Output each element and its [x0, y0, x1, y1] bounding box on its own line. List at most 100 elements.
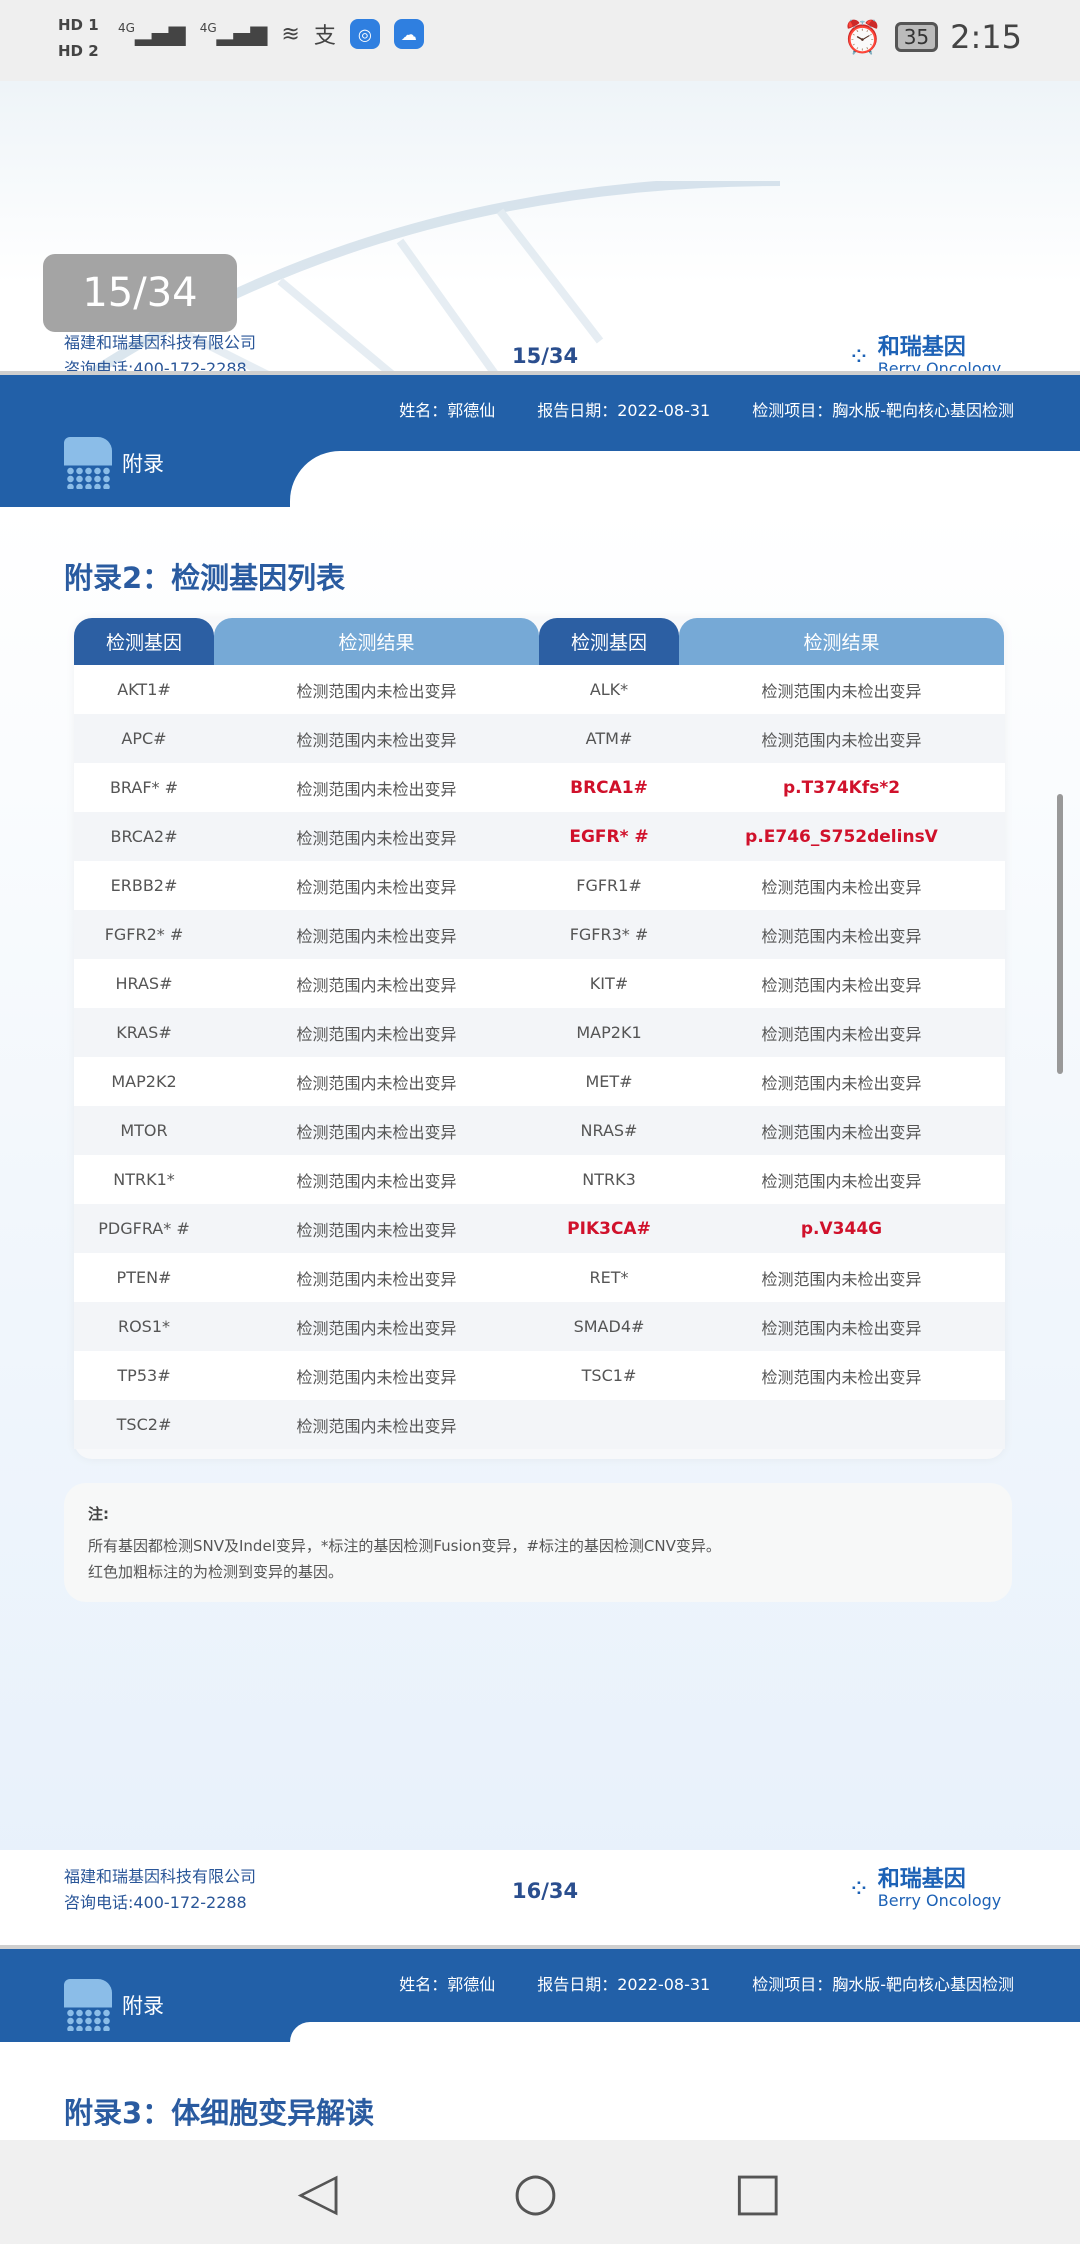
header-result: 检测结果: [214, 618, 539, 665]
gene-cell: RET*: [589, 1268, 629, 1287]
logo-dots-icon: ⁘: [848, 1874, 870, 1904]
result-cell: 检测范围内未检出变异: [296, 1073, 457, 1093]
company-name: 福建和瑞基因科技有限公司: [64, 333, 257, 352]
notes-line: 所有基因都检测SNV及Indel变异，*标注的基因检测Fusion变异，#标注的…: [88, 1537, 721, 1555]
report-date: 报告日期：2022-08-31: [537, 1975, 711, 1994]
page-number: 15/34: [512, 344, 579, 368]
result-cell: 检测范围内未检出变异: [761, 1122, 922, 1142]
scrollbar[interactable]: [1057, 794, 1063, 1074]
gene-cell: NRAS#: [580, 1121, 638, 1140]
table-row: PTEN# 检测范围内未检出变异 RET* 检测范围内未检出变异: [74, 1253, 1005, 1302]
section-tab: 附录: [64, 437, 164, 489]
gene-cell: BRCA1#: [570, 777, 648, 798]
header-meta: 姓名：郭德仙 报告日期：2022-08-31 检测项目：胸水版-靶向核心基因检测: [399, 397, 1014, 421]
gene-cell: MAP2K1: [576, 1023, 642, 1042]
result-cell: 检测范围内未检出变异: [296, 1122, 457, 1142]
gene-cell: FGFR3* #: [569, 925, 649, 944]
result-cell: 检测范围内未检出变异: [761, 975, 922, 995]
signal-icon: 4G▂▄▆: [199, 21, 268, 47]
result-cell: 检测范围内未检出变异: [296, 681, 457, 701]
table-row: ERBB2# 检测范围内未检出变异 FGFR1# 检测范围内未检出变异: [74, 861, 1005, 910]
gene-cell: APC#: [121, 729, 167, 748]
result-cell: 检测范围内未检出变异: [296, 1367, 457, 1387]
gene-cell: PTEN#: [116, 1268, 172, 1287]
sim1-label: HD 1: [58, 16, 99, 34]
gene-cell: TSC2#: [116, 1415, 172, 1434]
header-gene: 检测基因: [74, 618, 214, 665]
sim-indicators: HD 1 HD 2: [58, 12, 99, 64]
result-cell: 检测范围内未检出变异: [296, 828, 457, 848]
logo-cn: 和瑞基因: [877, 1867, 966, 1892]
table-row: BRCA2# 检测范围内未检出变异 EGFR* # p.E746_S752delins…: [74, 812, 1005, 861]
logo-en: Berry Oncology: [877, 1891, 1002, 1910]
table-row: TP53# 检测范围内未检出变异 TSC1# 检测范围内未检出变异: [74, 1351, 1005, 1400]
table-row: MTOR 检测范围内未检出变异 NRAS# 检测范围内未检出变异: [74, 1106, 1005, 1155]
section-label: 附录: [122, 452, 164, 476]
gene-cell: SMAD4#: [573, 1317, 645, 1336]
alipay-icon: 支: [313, 24, 336, 49]
table-row: ROS1* 检测范围内未检出变异 SMAD4# 检测范围内未检出变异: [74, 1302, 1005, 1351]
gene-cell: KRAS#: [116, 1023, 172, 1042]
header-result: 检测结果: [679, 618, 1004, 665]
clock: 2:15: [950, 18, 1022, 56]
table-row: BRAF* # 检测范围内未检出变异 BRCA1# p.T374Kfs*2: [74, 763, 1005, 812]
cloud-icon: ☁: [393, 19, 424, 49]
appendix3-title: 附录3：体细胞变异解读: [64, 2096, 375, 2130]
gene-cell: AKT1#: [117, 680, 171, 699]
page-indicator-overlay: 15/34: [43, 254, 237, 332]
page-16-bottom: [0, 2042, 1080, 2142]
gene-cell: FGFR1#: [576, 876, 642, 895]
gene-cell: NTRK3: [582, 1170, 636, 1189]
result-cell: 检测范围内未检出变异: [761, 1171, 922, 1191]
notes-box: 注: 所有基因都检测SNV及Indel变异，*标注的基因检测Fusion变异，#…: [64, 1483, 1012, 1602]
page-16-footer: [0, 1850, 1080, 1945]
recents-button[interactable]: □: [733, 2162, 783, 2222]
gene-cell: MET#: [585, 1072, 633, 1091]
page-gap: [0, 1945, 1080, 1949]
table-row: TSC2# 检测范围内未检出变异: [74, 1400, 1005, 1449]
browser-icon: ◎: [349, 19, 380, 49]
gene-cell: BRAF* #: [109, 778, 179, 797]
company-phone: 咨询电话:400-172-2288: [64, 1893, 247, 1912]
back-button[interactable]: ◁: [297, 2162, 338, 2222]
appendix-icon: [64, 1979, 112, 2031]
status-bar: HD 1 HD 2 4G▂▄▆ 4G▂▄▆ ≋ 支 ◎ ☁ ⏰ 35 2:15: [0, 0, 1080, 81]
table-row: NTRK1* 检测范围内未检出变异 NTRK3 检测范围内未检出变异: [74, 1155, 1005, 1204]
result-cell: 检测范围内未检出变异: [296, 779, 457, 799]
notes-line: 红色加粗标注的为检测到变异的基因。: [88, 1563, 344, 1581]
gene-cell: MAP2K2: [111, 1072, 177, 1091]
result-cell: 检测范围内未检出变异: [296, 730, 457, 750]
gene-cell: MTOR: [120, 1121, 168, 1140]
result-cell: 检测范围内未检出变异: [296, 1024, 457, 1044]
page-number: 16/34: [512, 1879, 579, 1903]
result-cell: p.V344G: [800, 1218, 883, 1239]
gene-cell: PIK3CA#: [567, 1218, 651, 1239]
header-meta: 姓名：郭德仙 报告日期：2022-08-31 检测项目：胸水版-靶向核心基因检测: [399, 1971, 1014, 1995]
result-cell: 检测范围内未检出变异: [296, 1171, 457, 1191]
gene-cell: ROS1*: [117, 1317, 171, 1336]
table-row: AKT1# 检测范围内未检出变异 ALK* 检测范围内未检出变异: [74, 665, 1005, 714]
header-curve: [290, 451, 1080, 507]
page-gap: [0, 371, 1080, 375]
status-right: ⏰ 35 2:15: [843, 18, 1022, 56]
test-project: 检测项目：胸水版-靶向核心基因检测: [752, 1975, 1014, 1994]
gene-cell: ALK*: [589, 680, 629, 699]
result-cell: 检测范围内未检出变异: [761, 1024, 922, 1044]
test-project: 检测项目：胸水版-靶向核心基因检测: [752, 401, 1014, 420]
result-cell: 检测范围内未检出变异: [296, 877, 457, 897]
gene-cell: TP53#: [117, 1366, 171, 1385]
header-gene: 检测基因: [539, 618, 679, 665]
result-cell: 检测范围内未检出变异: [761, 877, 922, 897]
gene-cell: ERBB2#: [110, 876, 178, 895]
result-cell: 检测范围内未检出变异: [296, 975, 457, 995]
patient-name: 姓名：郭德仙: [399, 401, 496, 420]
result-cell: 检测范围内未检出变异: [761, 1318, 922, 1338]
result-cell: p.T374Kfs*2: [782, 777, 901, 798]
result-cell: 检测范围内未检出变异: [296, 926, 457, 946]
table-body: AKT1# 检测范围内未检出变异 ALK* 检测范围内未检出变异 APC# 检测范围内未检…: [74, 665, 1005, 1449]
report-date: 报告日期：2022-08-31: [537, 401, 711, 420]
company-name: 福建和瑞基因科技有限公司: [64, 1867, 257, 1886]
result-cell: 检测范围内未检出变异: [296, 1269, 457, 1289]
home-button[interactable]: ○: [512, 2162, 559, 2222]
signal-icon: 4G▂▄▆: [118, 21, 186, 47]
